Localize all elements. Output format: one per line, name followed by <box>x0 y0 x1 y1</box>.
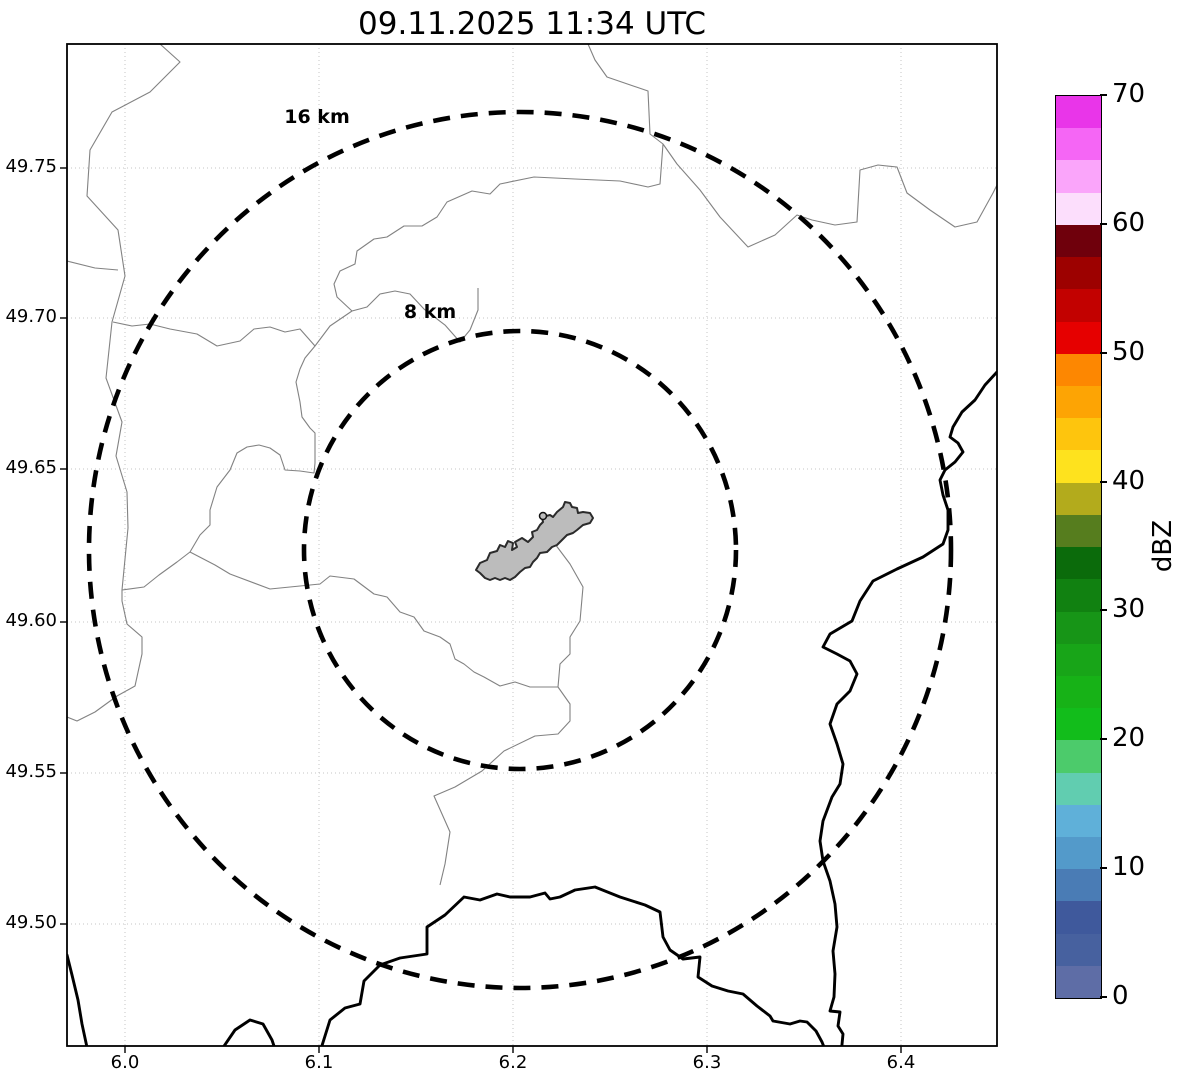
plot-frame <box>66 43 998 1047</box>
x-tick-label: 6.2 <box>498 1052 528 1073</box>
colorbar-segment <box>1056 740 1101 773</box>
x-tick-label: 6.1 <box>304 1052 334 1073</box>
colorbar-segment <box>1056 160 1101 193</box>
colorbar-segment <box>1056 643 1101 676</box>
colorbar <box>1055 95 1102 999</box>
colorbar-tick-mark <box>1100 738 1107 741</box>
colorbar-tick-mark <box>1100 222 1107 225</box>
colorbar-tick-label: 10 <box>1112 852 1146 883</box>
colorbar-tick-label: 20 <box>1112 723 1146 754</box>
colorbar-segment <box>1056 675 1101 709</box>
colorbar-segment <box>1056 708 1101 741</box>
y-tick-label: 49.75 <box>5 156 57 177</box>
map-canvas <box>60 43 998 1053</box>
airport-polygon <box>475 501 594 581</box>
y-tick-label: 49.50 <box>5 912 57 933</box>
map-plot-area: 16 km 8 km <box>60 43 998 1053</box>
colorbar-tick-mark <box>1100 94 1107 96</box>
colorbar-segment <box>1056 514 1101 548</box>
axis-tick-marks <box>60 167 902 1053</box>
colorbar-segment <box>1056 901 1101 934</box>
colorbar-segment <box>1056 289 1101 322</box>
colorbar-segment <box>1056 869 1101 902</box>
colorbar-tick-mark <box>1100 996 1107 998</box>
colorbar-segment <box>1056 611 1101 644</box>
x-tick-label: 6.4 <box>886 1052 916 1073</box>
colorbar-segment <box>1056 933 1101 966</box>
colorbar-segment <box>1056 547 1101 580</box>
colorbar-segment <box>1056 128 1101 161</box>
y-tick-label: 49.60 <box>5 610 57 631</box>
colorbar-tick-label: 50 <box>1112 336 1146 367</box>
colorbar-segment <box>1056 837 1101 870</box>
colorbar-tick-label: 30 <box>1112 594 1146 625</box>
colorbar-segment <box>1056 579 1101 612</box>
range-ring-8km <box>301 328 739 772</box>
y-tick-label: 49.70 <box>5 306 57 327</box>
colorbar-tick-label: 70 <box>1112 79 1146 109</box>
colorbar-tick-mark <box>1100 351 1107 354</box>
colorbar-segment <box>1056 418 1101 451</box>
colorbar-segment <box>1056 385 1101 419</box>
colorbar-tick-mark <box>1100 480 1107 483</box>
plot-title: 09.11.2025 11:34 UTC <box>358 6 706 42</box>
colorbar-segment <box>1056 965 1101 999</box>
colorbar-segment <box>1056 224 1101 258</box>
colorbar-tick-label: 60 <box>1112 207 1146 238</box>
range-rings <box>86 109 954 991</box>
colorbar-segment <box>1056 772 1101 805</box>
colorbar-segment <box>1056 450 1101 483</box>
colorbar-tick-label: 0 <box>1112 981 1129 1011</box>
y-tick-label: 49.65 <box>5 457 57 478</box>
airport-detail-spot <box>538 511 548 521</box>
municipal-boundary-lines <box>67 44 997 886</box>
colorbar-segment <box>1056 192 1101 225</box>
colorbar-segment <box>1056 353 1101 386</box>
colorbar-segment <box>1056 804 1101 838</box>
colorbar-segment <box>1056 482 1101 515</box>
colorbar-segment <box>1056 321 1101 354</box>
colorbar-tick-label: 40 <box>1112 465 1146 496</box>
country-border-lines <box>67 370 997 1046</box>
colorbar-segment <box>1056 96 1101 129</box>
colorbar-tick-mark <box>1100 609 1107 612</box>
colorbar-segment <box>1056 257 1101 290</box>
range-ring-label-16km: 16 km <box>284 106 350 128</box>
x-tick-label: 6.0 <box>110 1052 140 1073</box>
range-ring-16km <box>86 109 954 991</box>
x-tick-label: 6.3 <box>692 1052 722 1073</box>
range-ring-label-8km: 8 km <box>403 301 457 323</box>
colorbar-label: dBZ <box>1148 519 1178 573</box>
colorbar-tick-mark <box>1100 867 1107 870</box>
y-tick-label: 49.55 <box>5 761 57 782</box>
